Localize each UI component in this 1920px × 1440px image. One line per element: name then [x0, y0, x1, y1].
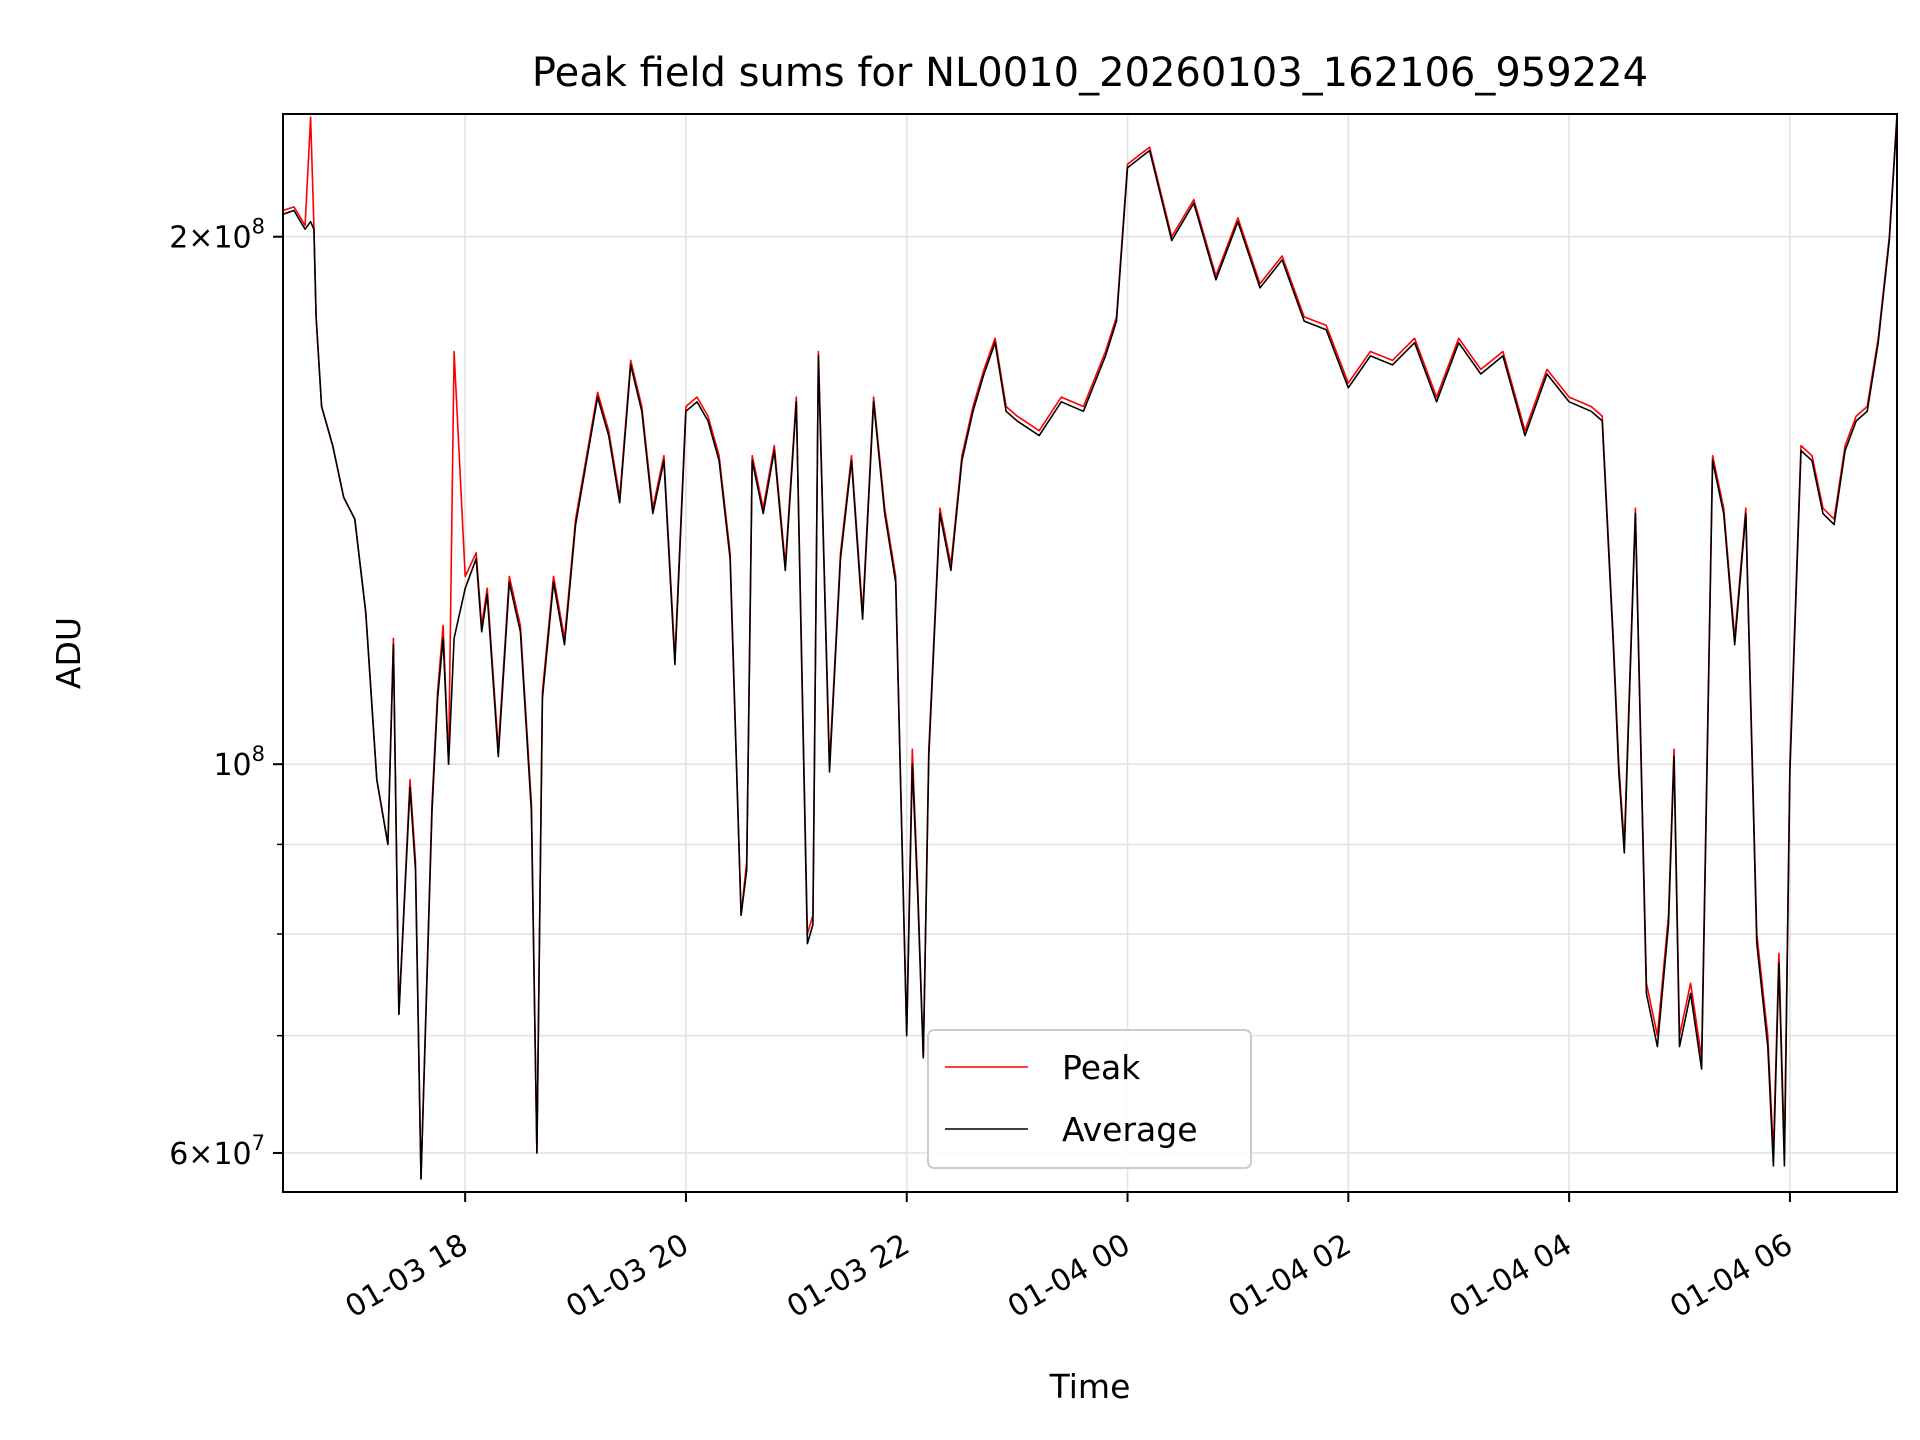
- plot-frame: [282, 113, 1898, 1193]
- legend-label-average: Average: [1062, 1110, 1198, 1149]
- chart-title: Peak field sums for NL0010_20260103_1621…: [532, 50, 1648, 96]
- y-tick-label: 108: [213, 742, 265, 783]
- grid: [283, 114, 1897, 1192]
- series-layer: [283, 114, 1897, 1180]
- y-axis-ticks: 2×108 108 6×107: [169, 215, 283, 1172]
- legend-box: [927, 1029, 1252, 1169]
- series-line-average: [283, 117, 1897, 1180]
- x-axis-label: Time: [1049, 1367, 1131, 1406]
- legend: Peak Average: [927, 1029, 1252, 1169]
- legend-label-peak: Peak: [1062, 1048, 1141, 1087]
- y-tick-label: 2×108: [169, 215, 265, 256]
- y-tick-label: 6×107: [169, 1131, 265, 1172]
- y-axis-label: ADU: [49, 617, 88, 689]
